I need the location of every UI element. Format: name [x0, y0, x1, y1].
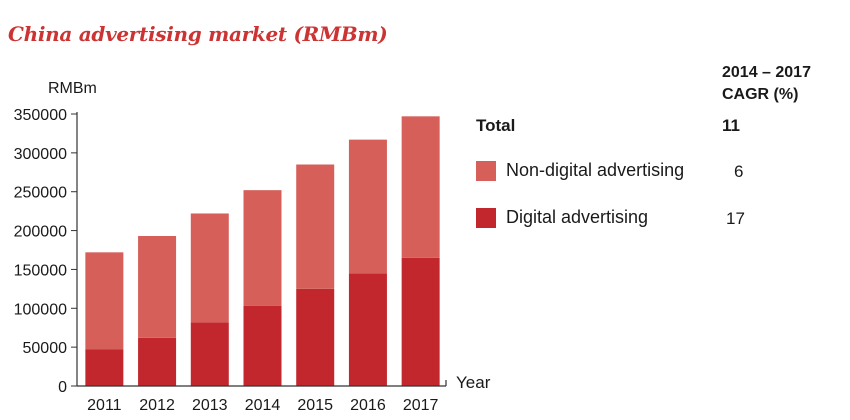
legend-item-digital: Digital advertising	[476, 207, 648, 228]
cagr-header-line2: CAGR (%)	[722, 86, 799, 103]
y-axis-label: RMBm	[48, 80, 97, 97]
bar-digital	[138, 337, 177, 386]
y-tick-label: 50000	[23, 340, 68, 357]
x-tick-label: 2014	[245, 397, 281, 414]
x-axis-label: Year	[456, 373, 491, 392]
legend-label-digital: Digital advertising	[506, 207, 649, 227]
bar-non-digital	[243, 190, 282, 306]
cagr-header: 2014 – 2017 CAGR (%)	[722, 62, 842, 106]
bar-non-digital	[296, 164, 335, 289]
total-cagr-value: 11	[722, 116, 740, 135]
legend-swatch-digital	[476, 207, 496, 228]
y-tick-label: 250000	[14, 185, 67, 202]
bar-non-digital	[348, 139, 387, 274]
x-tick-label: 2011	[87, 397, 122, 414]
bar-non-digital	[401, 116, 440, 258]
bar-non-digital	[85, 252, 124, 350]
y-tick-label: 150000	[14, 262, 67, 279]
chart-title: China advertising market (RMBm)	[8, 22, 388, 46]
bar-digital	[401, 257, 440, 386]
legend-cagr-non-digital: 6	[734, 162, 744, 181]
legend-item-non-digital: Non-digital advertising	[476, 160, 684, 181]
bar-digital	[85, 349, 124, 386]
x-tick-label: 2013	[192, 397, 228, 414]
cagr-header-line1: 2014 – 2017	[722, 64, 811, 81]
y-tick-label: 350000	[14, 107, 67, 124]
legend-swatch-non-digital	[476, 160, 496, 181]
bar-non-digital	[138, 236, 177, 338]
y-tick-label: 0	[58, 379, 67, 396]
y-tick-label: 100000	[14, 301, 67, 318]
y-tick-label: 300000	[14, 146, 67, 163]
y-tick-label: 200000	[14, 224, 67, 241]
bar-digital	[348, 273, 387, 386]
bar-digital	[190, 322, 229, 386]
x-tick-label: 2016	[350, 397, 386, 414]
bar-digital	[243, 305, 282, 386]
bar-digital	[296, 288, 335, 386]
bar-non-digital	[190, 213, 229, 323]
x-tick-label: 2017	[403, 397, 439, 414]
x-tick-label: 2015	[297, 397, 333, 414]
legend-cagr-digital: 17	[726, 209, 745, 228]
legend-label-non-digital: Non-digital advertising	[506, 160, 685, 180]
total-label: Total	[476, 116, 516, 135]
x-tick-label: 2012	[139, 397, 175, 414]
